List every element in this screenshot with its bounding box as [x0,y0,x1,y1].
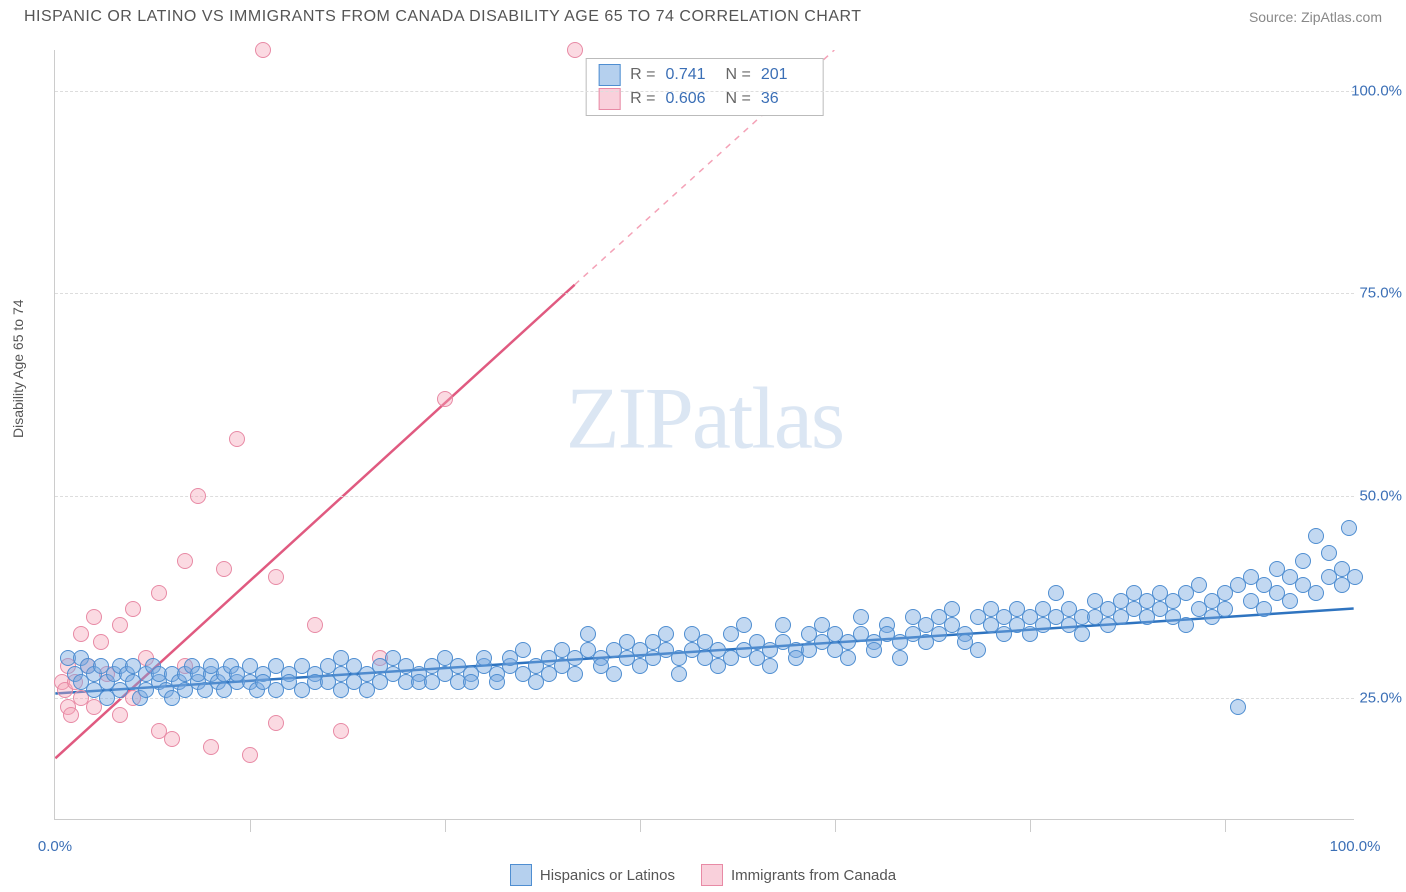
data-point-blue [853,609,869,625]
data-point-blue [476,650,492,666]
y-axis-label: Disability Age 65 to 74 [10,299,26,438]
y-tick-label: 25.0% [1359,690,1402,707]
data-point-pink [177,553,193,569]
x-tick-mark [835,820,836,832]
swatch-pink-icon [701,864,723,886]
chart-title: HISPANIC OR LATINO VS IMMIGRANTS FROM CA… [24,8,862,26]
data-point-blue [1191,577,1207,593]
gridline-h [55,293,1354,294]
data-point-blue [840,650,856,666]
data-point-pink [151,585,167,601]
data-point-pink [268,569,284,585]
data-point-blue [1230,699,1246,715]
data-point-blue [515,642,531,658]
data-point-blue [762,658,778,674]
data-point-blue [1321,545,1337,561]
data-point-blue [1217,601,1233,617]
swatch-blue [598,64,620,86]
data-point-pink [333,723,349,739]
data-point-pink [73,626,89,642]
series-legend: Hispanics or Latinos Immigrants from Can… [0,864,1406,886]
data-point-blue [775,617,791,633]
x-tick-mark [1225,820,1226,832]
data-point-blue [1048,585,1064,601]
data-point-blue [970,642,986,658]
data-point-blue [944,601,960,617]
data-point-blue [1282,593,1298,609]
data-point-pink [437,391,453,407]
data-point-blue [1178,617,1194,633]
data-point-pink [125,601,141,617]
correlation-legend: R = 0.741 N = 201 R = 0.606 N = 36 [585,58,824,116]
data-point-blue [1256,601,1272,617]
data-point-pink [255,42,271,58]
x-tick-label: 100.0% [1330,838,1381,855]
data-point-pink [567,42,583,58]
legend-label-blue: Hispanics or Latinos [540,867,675,884]
data-point-blue [489,674,505,690]
chart-source: Source: ZipAtlas.com [1249,9,1382,25]
data-point-pink [112,707,128,723]
legend-item-pink: Immigrants from Canada [701,864,896,886]
data-point-blue [1308,585,1324,601]
data-point-pink [164,731,180,747]
data-point-pink [86,609,102,625]
y-tick-label: 100.0% [1351,82,1402,99]
data-point-pink [216,561,232,577]
swatch-blue-icon [510,864,532,886]
trend-lines-svg [55,50,1354,819]
data-point-blue [1295,553,1311,569]
data-point-blue [671,666,687,682]
data-point-pink [242,747,258,763]
data-point-pink [307,617,323,633]
x-tick-mark [1030,820,1031,832]
data-point-blue [658,626,674,642]
legend-label-pink: Immigrants from Canada [731,867,896,884]
data-point-pink [63,707,79,723]
correlation-row-blue: R = 0.741 N = 201 [598,63,811,87]
gridline-h [55,496,1354,497]
data-point-pink [112,617,128,633]
data-point-blue [892,650,908,666]
data-point-blue [1347,569,1363,585]
data-point-blue [1341,520,1357,536]
data-point-pink [190,488,206,504]
data-point-pink [93,634,109,650]
y-tick-label: 75.0% [1359,285,1402,302]
y-tick-label: 50.0% [1359,487,1402,504]
gridline-h [55,698,1354,699]
r-value-pink: 0.606 [666,90,716,108]
data-point-blue [580,626,596,642]
x-tick-mark [445,820,446,832]
data-point-blue [567,666,583,682]
data-point-blue [1074,626,1090,642]
x-tick-label: 0.0% [38,838,72,855]
chart-plot-area: ZIPatlas R = 0.741 N = 201 R = 0.606 N =… [54,50,1354,820]
data-point-pink [268,715,284,731]
watermark: ZIPatlas [566,369,843,470]
data-point-blue [866,642,882,658]
n-value-pink: 36 [761,90,811,108]
data-point-blue [463,674,479,690]
data-point-blue [736,617,752,633]
gridline-h [55,91,1354,92]
x-tick-mark [640,820,641,832]
x-tick-mark [250,820,251,832]
data-point-pink [229,431,245,447]
n-value-blue: 201 [761,66,811,84]
data-point-blue [606,666,622,682]
data-point-blue [1308,528,1324,544]
r-value-blue: 0.741 [666,66,716,84]
legend-item-blue: Hispanics or Latinos [510,864,675,886]
data-point-pink [203,739,219,755]
